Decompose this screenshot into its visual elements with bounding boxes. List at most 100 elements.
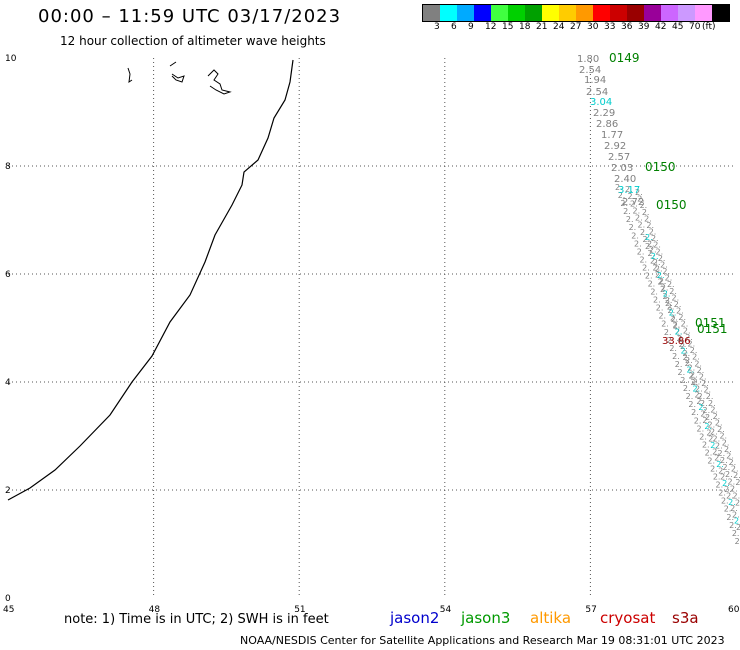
track-mark: 2.	[639, 255, 647, 264]
track-mark: 2.	[618, 191, 626, 200]
legend-swatch	[559, 5, 576, 21]
swh-value-label: 1.94	[584, 75, 606, 86]
page-title: 00:00 – 11:59 UTC 03/17/2023	[38, 6, 342, 27]
track-mark: 2.	[665, 274, 673, 283]
track-mark: 2.	[675, 328, 683, 337]
x-tick-label: 48	[149, 605, 161, 615]
x-tick-label: 45	[3, 605, 14, 615]
swh-value-label: 2.29	[593, 108, 615, 119]
track-mark: 2.	[732, 529, 740, 538]
track-mark: 2.	[692, 384, 700, 393]
legend-swatch	[542, 5, 559, 21]
track-mark: 2.	[661, 283, 669, 292]
track-mark: 2.	[638, 221, 646, 230]
track-mark: 2.	[716, 460, 724, 469]
track-mark: 2.	[688, 400, 696, 409]
track-mark: 2.	[685, 333, 693, 342]
x-tick-label: 54	[440, 605, 452, 615]
track-mark: 2.	[691, 408, 699, 417]
track-mark: 2.	[692, 353, 700, 362]
track-mark: 2.	[625, 185, 633, 194]
legend-swatch	[576, 5, 593, 21]
track-mark: 2.	[704, 422, 712, 431]
swh-value-label: 2.40	[614, 174, 636, 185]
track-mark: 2.	[628, 192, 636, 201]
pass-time-label: 0151	[695, 316, 726, 330]
track-mark: 2.	[667, 280, 675, 289]
track-mark: 2.	[725, 470, 733, 479]
track-mark: 2.	[659, 277, 667, 286]
legend-swatch	[491, 5, 508, 21]
legend-swatch	[627, 5, 644, 21]
legend-swatch	[525, 5, 542, 21]
track-mark: 2.	[718, 449, 726, 458]
track-mark: 2.	[657, 271, 665, 280]
track-mark: 2.	[724, 445, 732, 454]
legend-label: 24	[553, 22, 565, 32]
track-mark: 2.	[653, 258, 661, 267]
track-mark: 2.	[650, 288, 658, 297]
track-mark: 2.	[653, 296, 661, 305]
legend-swatch	[695, 5, 712, 21]
coastline	[7, 59, 294, 501]
track-mark: 2.	[648, 249, 656, 258]
track-mark: 2.	[645, 242, 653, 251]
swh-value-label: 2.54	[579, 65, 601, 76]
legend-label: 15	[502, 22, 514, 32]
track-mark: 2.	[726, 513, 734, 522]
track-mark: 2.	[678, 335, 686, 344]
track-mark: 2.	[644, 214, 652, 223]
track-mark: 2.	[713, 435, 721, 444]
legend-swatch	[593, 5, 610, 21]
swh-value-label: 1.80	[577, 54, 599, 65]
track-mark: 2.	[676, 307, 684, 316]
track-mark: 2.	[715, 419, 723, 428]
track-mark: 2.	[706, 392, 714, 401]
track-mark: 2.	[687, 365, 695, 374]
track-mark: 2.	[679, 340, 687, 349]
page-subtitle: 12 hour collection of altimeter wave hei…	[60, 34, 326, 48]
track-mark: 2.	[698, 403, 706, 412]
x-tick-label: 57	[585, 605, 596, 615]
track-mark: 2.	[710, 405, 718, 414]
track-mark: 2.	[631, 231, 639, 240]
island-outline	[127, 67, 133, 84]
track-mark: 2.	[683, 384, 691, 393]
track-mark: 2.	[712, 447, 720, 456]
track-mark: 2.	[623, 207, 631, 216]
map-grid	[8, 58, 736, 598]
track-mark: 2.	[675, 328, 683, 337]
track-mark: 2.	[635, 188, 643, 197]
legend-swatch	[440, 5, 457, 21]
legend-swatch	[610, 5, 627, 21]
legend-swatch	[644, 5, 661, 21]
track-mark: 2.	[667, 302, 675, 311]
legend-label: 6	[451, 22, 457, 32]
swh-value-label: 1.77	[601, 130, 623, 141]
island-outline	[169, 61, 185, 83]
track-mark: 2.	[735, 478, 740, 487]
pass-time-label: 0149	[609, 51, 640, 65]
island-outline	[207, 69, 232, 95]
track-mark: 2.	[681, 320, 689, 329]
track-mark: 2.	[700, 410, 708, 419]
track-mark: 2.	[630, 199, 638, 208]
track-mark: 2.	[640, 228, 648, 237]
legend-label: 9	[468, 22, 474, 32]
track-mark: 2.	[646, 221, 654, 230]
track-mark: 2.	[723, 463, 731, 472]
pass-time-label: 0150	[645, 160, 676, 174]
track-mark: 2.	[669, 309, 677, 318]
wave-height-color-legend	[422, 4, 730, 22]
track-mark: 2.	[671, 315, 679, 324]
track-mark: 2.	[655, 271, 663, 280]
track-mark: 2.	[660, 260, 668, 269]
track-mark: 2.	[647, 239, 655, 248]
axis-ticks: 45 48 51 54 57 60 0 2 4 6 8 10	[3, 54, 740, 615]
track-mark: 2.	[640, 201, 648, 210]
swh-value-label: 2.92	[604, 141, 626, 152]
satellite-label-cryosat: cryosat	[600, 609, 656, 627]
track-mark: 2.	[678, 368, 686, 377]
track-mark: 2.	[735, 537, 740, 546]
